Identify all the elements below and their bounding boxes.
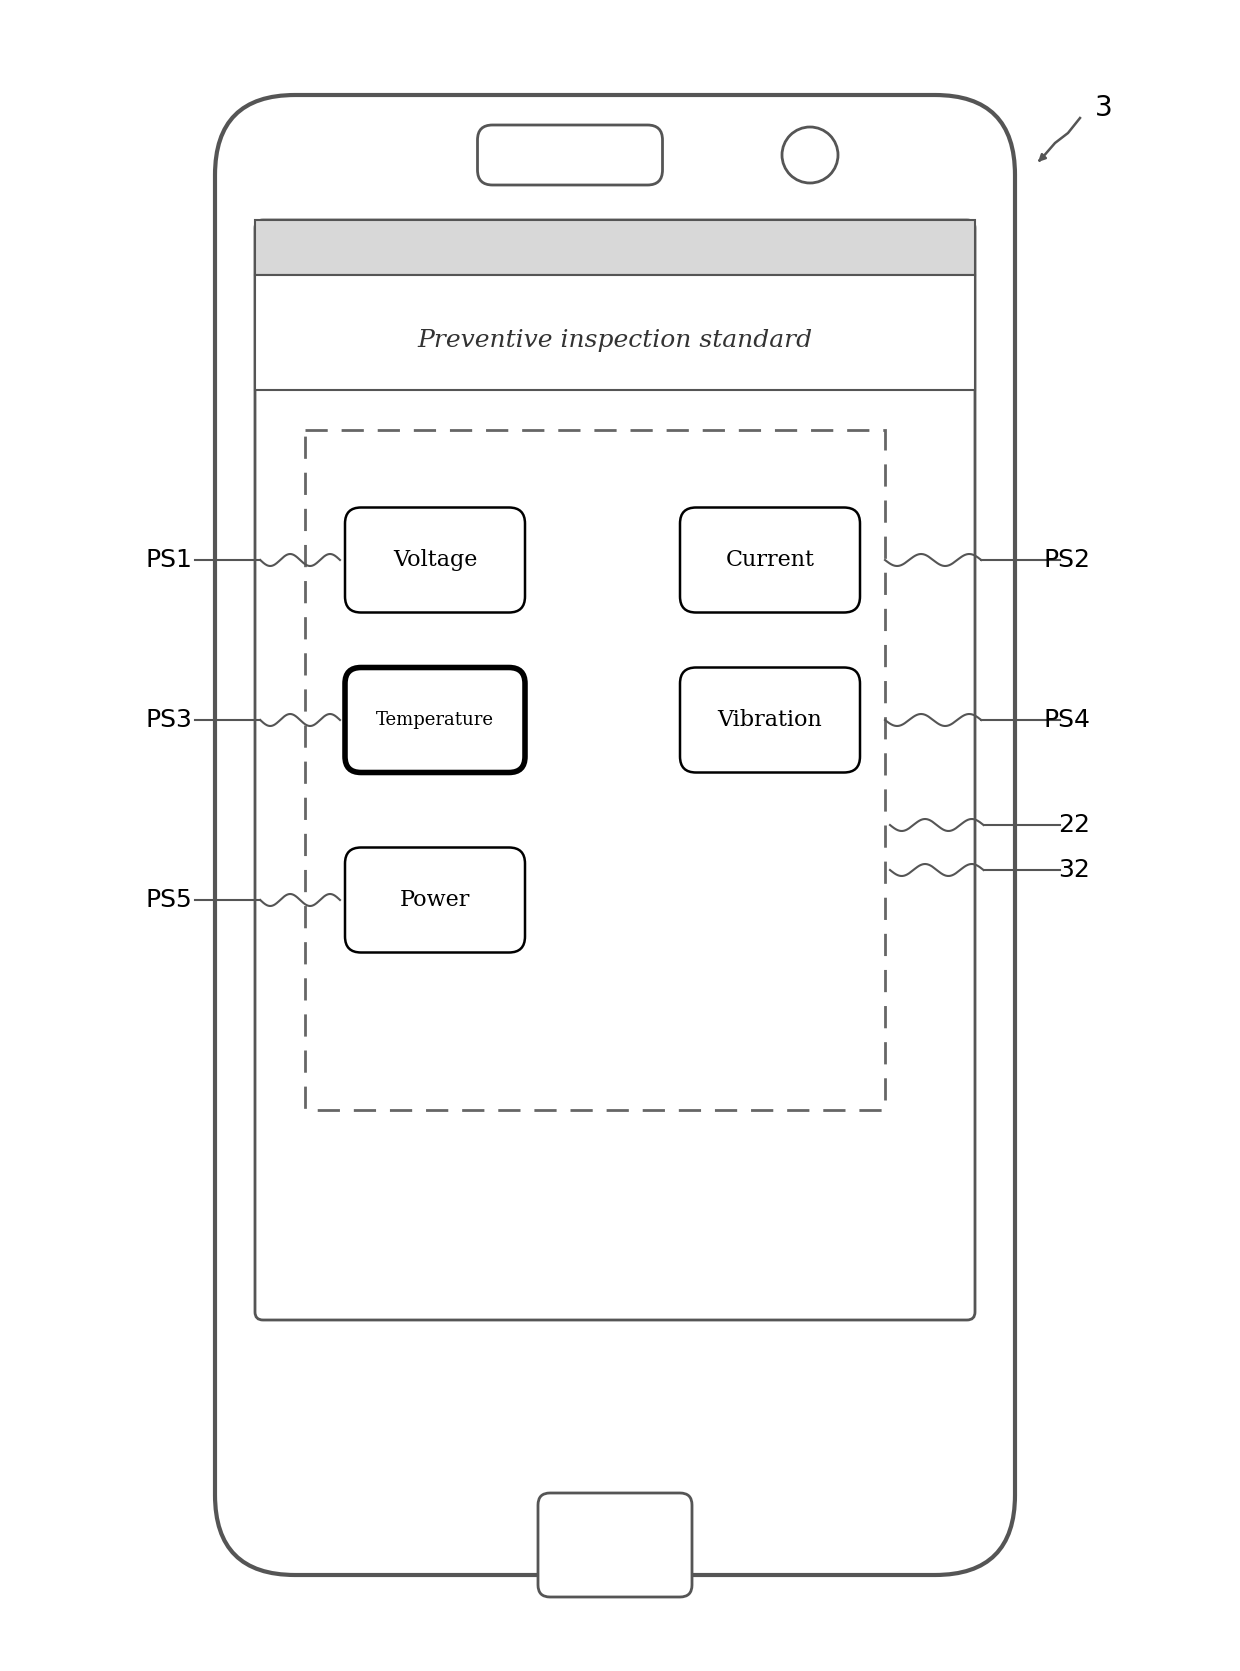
Text: PS5: PS5 [145, 887, 192, 912]
FancyBboxPatch shape [215, 95, 1016, 1576]
Text: 3: 3 [1095, 94, 1112, 122]
FancyBboxPatch shape [255, 221, 975, 1320]
FancyBboxPatch shape [680, 667, 861, 772]
Text: Power: Power [399, 889, 470, 911]
Text: PS4: PS4 [1043, 709, 1090, 732]
Text: 32: 32 [1058, 857, 1090, 882]
FancyBboxPatch shape [345, 847, 525, 952]
FancyBboxPatch shape [255, 276, 975, 389]
Text: Preventive inspection standard: Preventive inspection standard [418, 329, 812, 351]
Text: PS2: PS2 [1043, 548, 1090, 571]
FancyBboxPatch shape [538, 1492, 692, 1597]
FancyBboxPatch shape [345, 508, 525, 613]
Text: Current: Current [725, 550, 815, 571]
Text: Vibration: Vibration [718, 709, 822, 730]
Text: 22: 22 [1058, 814, 1090, 837]
Text: Temperature: Temperature [376, 710, 494, 729]
FancyBboxPatch shape [345, 667, 525, 772]
FancyBboxPatch shape [680, 508, 861, 613]
Text: PS1: PS1 [145, 548, 192, 571]
Text: Voltage: Voltage [393, 550, 477, 571]
FancyBboxPatch shape [477, 125, 662, 185]
Text: PS3: PS3 [145, 709, 192, 732]
FancyBboxPatch shape [255, 221, 975, 276]
Bar [305, 429, 885, 1110]
Circle shape [782, 127, 838, 184]
